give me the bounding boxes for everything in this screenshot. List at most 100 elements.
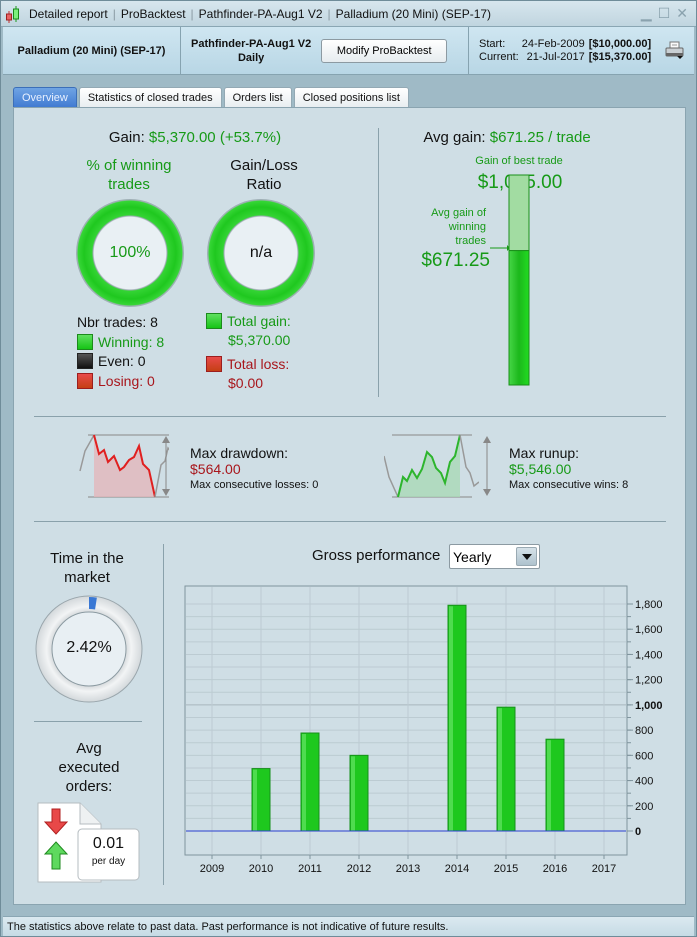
drawdown-post-line — [154, 446, 169, 498]
runup-info: Max runup: $5,546.00 Max consecutive win… — [509, 445, 628, 493]
gain-label: Gain: — [108, 129, 145, 146]
y-tick-label: 800 — [635, 725, 653, 737]
avg-orders-value: 0.01 — [92, 835, 125, 852]
x-tick-label: 2011 — [298, 863, 322, 875]
ratio-title-line1: Gain/Loss — [230, 157, 298, 174]
runup-sparkline — [384, 434, 479, 498]
divider — [34, 521, 666, 522]
winning-trades-title: % of winning trades — [69, 156, 189, 194]
y-tick-label: 600 — [635, 750, 653, 762]
even-count: Even: 0 — [98, 353, 146, 369]
close-button[interactable]: ✕ — [676, 5, 688, 21]
winning-title-line1: % of winning — [86, 157, 172, 174]
gain-loss-ratio-title: Gain/Loss Ratio — [204, 156, 324, 194]
bar-highlight — [253, 769, 257, 831]
maximize-button[interactable]: ☐ — [657, 5, 671, 21]
winning-title-line2: trades — [108, 176, 150, 193]
drawdown-sparkline — [79, 434, 169, 498]
date-range: Start: 24-Feb-2009 [$10,000.00] Current:… — [469, 27, 694, 74]
best-trade-label: Gain of best trade — [475, 155, 563, 167]
avg-gain-bar-fill — [508, 250, 530, 386]
tab-overview[interactable]: Overview — [13, 87, 77, 108]
nbr-trades: Nbr trades: 8 — [77, 314, 158, 330]
start-date: 24-Feb-2009 — [521, 37, 585, 50]
bar-2011 — [300, 732, 320, 832]
breadcrumb-probacktest[interactable]: ProBacktest — [120, 6, 186, 21]
overview-panel: Gain: $5,370.00 (+53.7%) % of winning tr… — [13, 107, 686, 905]
tab-statistics-closed-trades[interactable]: Statistics of closed trades — [78, 87, 222, 108]
avg-winning-label: Avg gain of winning trades — [414, 206, 486, 248]
bar-highlight — [498, 708, 502, 831]
x-tick-label: 2016 — [543, 863, 567, 875]
winning-percent: 100% — [109, 244, 151, 261]
drawdown-line — [93, 434, 156, 498]
time-in-market-line1: Time in the — [50, 550, 124, 567]
avg-winning-value: $671.25 — [421, 250, 490, 271]
bar-2010 — [251, 768, 271, 832]
drawdown-info: Max drawdown: $564.00 Max consecutive lo… — [190, 445, 318, 493]
total-loss-value: $0.00 — [228, 375, 264, 391]
breadcrumb-detailed-report[interactable]: Detailed report — [29, 6, 108, 21]
y-tick-label: 200 — [635, 801, 653, 813]
breadcrumb-separator: | — [190, 6, 194, 21]
current-label: Current: — [479, 50, 519, 63]
y-tick-label: 1,600 — [635, 624, 663, 636]
total-gain-label: Total gain: — [227, 313, 291, 329]
start-label: Start: — [479, 37, 506, 50]
runup-line — [397, 434, 461, 498]
report-header: Palladium (20 Mini) (SEP-17) Pathfinder-… — [3, 27, 694, 75]
avg-winning-line3: trades — [455, 235, 486, 247]
minimize-button[interactable]: ▁ — [640, 5, 652, 21]
gain-value: $5,370.00 (+53.7%) — [148, 129, 282, 146]
winning-count: Winning: 8 — [98, 333, 165, 350]
breadcrumb-system[interactable]: Pathfinder-PA-Aug1 V2 — [198, 6, 323, 21]
period-select-value: Yearly — [453, 548, 492, 565]
start-capital: [$10,000.00] — [588, 37, 652, 50]
drawdown-label: Max drawdown: — [190, 445, 289, 461]
divider — [378, 128, 379, 397]
chevron-down-icon[interactable] — [516, 547, 537, 566]
modify-probacktest-button[interactable]: Modify ProBacktest — [321, 38, 448, 63]
runup-post-line — [459, 434, 479, 488]
best-trade-bar-remainder — [508, 174, 530, 252]
instrument-name: Palladium (20 Mini) (SEP-17) — [3, 27, 181, 74]
breadcrumb-instrument[interactable]: Palladium (20 Mini) (SEP-17) — [335, 6, 492, 21]
time-in-market-line2: market — [64, 569, 110, 586]
avg-orders-title: Avg executed orders: — [34, 739, 144, 796]
avg-winning-line2: winning — [448, 221, 486, 233]
tab-orders-list[interactable]: Orders list — [223, 87, 292, 108]
losing-count: Losing: 0 — [98, 372, 155, 389]
x-tick-label: 2013 — [396, 863, 420, 875]
gross-performance-chart: 0 200 400 600 800 1,000 1,200 1,400 1,600 1,800 2… — [184, 585, 663, 875]
breadcrumb-separator: | — [327, 6, 331, 21]
total-gain-swatch-icon — [206, 313, 222, 329]
avg-gain-summary: Avg gain: $671.25 / trade — [384, 129, 684, 146]
best-trade-bar — [490, 174, 530, 386]
divider — [34, 721, 142, 722]
x-tick-label: 2012 — [347, 863, 371, 875]
bar-2014 — [447, 604, 467, 832]
avg-orders-line2: executed — [58, 759, 120, 776]
runup-label: Max runup: — [509, 445, 580, 461]
bar-2016 — [545, 738, 565, 832]
bar-highlight — [302, 734, 306, 831]
avg-winning-line1: Avg gain of — [431, 207, 486, 219]
runup-pre-line — [384, 455, 399, 498]
ratio-title-line2: Ratio — [246, 176, 282, 193]
total-gain-value: $5,370.00 — [228, 332, 291, 348]
tab-closed-positions-list[interactable]: Closed positions list — [293, 87, 409, 108]
divider — [163, 544, 164, 885]
buy-arrow-icon — [43, 841, 69, 870]
avg-gain-label: Avg gain: — [423, 129, 486, 146]
x-tick-label: 2010 — [249, 863, 273, 875]
avg-orders-unit: per day — [91, 856, 126, 867]
bar-highlight — [449, 606, 453, 831]
y-tick-label: 1,800 — [635, 599, 663, 611]
period-select[interactable]: Yearly — [449, 544, 540, 569]
total-loss-label: Total loss: — [227, 356, 290, 372]
status-bar: The statistics above relate to past data… — [3, 916, 694, 936]
even-swatch-icon — [77, 353, 93, 369]
print-icon[interactable] — [664, 41, 686, 61]
gross-performance-label: Gross performance — [312, 547, 441, 564]
